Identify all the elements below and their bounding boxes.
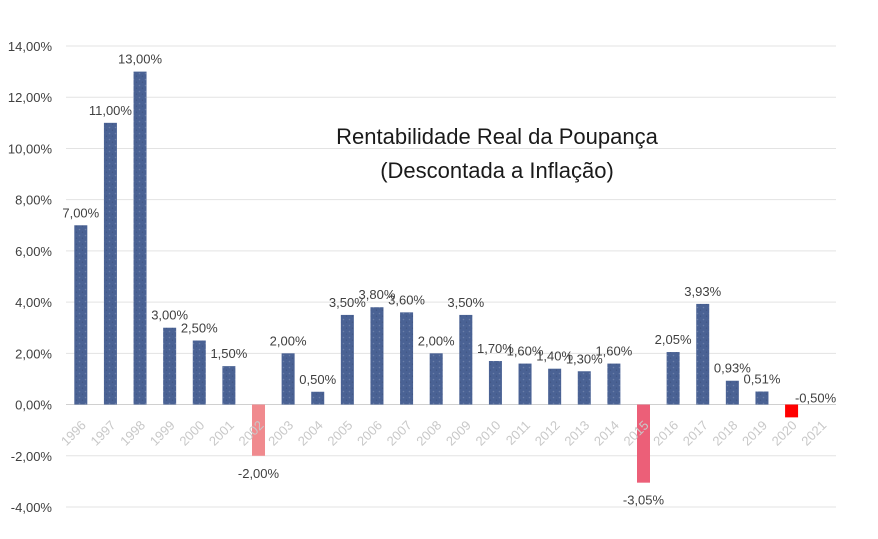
bar-2015: [637, 404, 650, 483]
y-tick-label: 14,00%: [8, 39, 53, 54]
y-tick-label: 10,00%: [8, 141, 53, 156]
bar-2002: [252, 404, 265, 456]
y-tick-label: 0,00%: [15, 398, 52, 413]
data-label-2013: 1,30%: [566, 351, 603, 366]
bar-texture-2011: [518, 363, 532, 405]
chart-title-line-2: (Descontada a Inflação): [380, 158, 614, 183]
chart-title-line-1: Rentabilidade Real da Poupança: [336, 124, 658, 149]
bar-texture-2017: [696, 303, 710, 405]
data-label-2016: 2,05%: [655, 332, 692, 347]
data-label-2014: 1,60%: [595, 344, 632, 359]
x-tick-label: 2004: [295, 418, 326, 449]
data-label-2001: 1,50%: [210, 346, 247, 361]
bar-texture-2004: [311, 391, 325, 405]
data-label-2003: 2,00%: [270, 333, 307, 348]
x-tick-label: 2021: [798, 418, 829, 449]
x-tick-label: 2020: [769, 418, 800, 449]
data-label-2009: 3,50%: [447, 295, 484, 310]
data-label-2004: 0,50%: [299, 372, 336, 387]
x-tick-label: 2010: [472, 418, 503, 449]
x-tick-label: 2017: [680, 418, 711, 449]
bar-texture-2007: [400, 312, 414, 405]
y-tick-label: -4,00%: [11, 500, 53, 515]
bars: [74, 71, 799, 483]
x-tick-label: 1998: [117, 418, 148, 449]
data-label-2006: 3,80%: [359, 287, 396, 302]
bar-texture-2008: [429, 353, 443, 405]
x-tick-label: 1996: [58, 418, 89, 449]
x-tick-label: 2009: [443, 418, 474, 449]
x-tick-label: 2018: [709, 418, 740, 449]
bar-texture-2000: [192, 340, 206, 405]
y-tick-label: -2,00%: [11, 449, 53, 464]
data-label-1999: 3,00%: [151, 308, 188, 323]
data-label-2002: -2,00%: [238, 466, 280, 481]
x-axis: 1996199719981999200020012002200320042005…: [58, 418, 829, 449]
bar-texture-2001: [222, 366, 236, 405]
x-tick-label: 2012: [532, 418, 563, 449]
x-tick-label: 1997: [87, 418, 118, 449]
y-tick-label: 2,00%: [15, 346, 52, 361]
bar-texture-2016: [666, 352, 680, 405]
bar-texture-2013: [577, 371, 591, 405]
bar-texture-2019: [755, 391, 769, 405]
bar-texture-2006: [370, 307, 384, 405]
data-label-2010: 1,70%: [477, 341, 514, 356]
x-tick-label: 2001: [206, 418, 237, 449]
y-tick-label: 12,00%: [8, 90, 53, 105]
bar-texture-2012: [548, 368, 562, 405]
data-label-2017: 3,93%: [684, 284, 721, 299]
bar-texture-2009: [459, 314, 473, 405]
data-label-2007: 3,60%: [388, 292, 425, 307]
bar-texture-2010: [488, 361, 502, 405]
x-tick-label: 2008: [413, 418, 444, 449]
bar-texture-1997: [103, 122, 117, 405]
x-tick-label: 2014: [591, 418, 622, 449]
data-label-2000: 2,50%: [181, 321, 218, 336]
x-tick-label: 2005: [324, 418, 355, 449]
bar-texture-1998: [133, 71, 147, 405]
x-tick-label: 2007: [384, 418, 415, 449]
y-tick-label: 4,00%: [15, 295, 52, 310]
bar-texture-1996: [74, 225, 88, 405]
x-tick-label: 2006: [354, 418, 385, 449]
data-label-2012: 1,40%: [536, 349, 573, 364]
bar-2020: [785, 404, 799, 418]
y-axis: -4,00% -2,00% 0,00% 2,00% 4,00% 6,00% 8,00% 10,…: [8, 39, 53, 515]
data-label-2020: -0,50%: [795, 391, 837, 406]
data-label-2005: 3,50%: [329, 295, 366, 310]
x-tick-label: 2000: [176, 418, 207, 449]
data-label-1996: 7,00%: [62, 205, 99, 220]
x-tick-label: 2003: [265, 418, 296, 449]
bar-texture-2003: [281, 353, 295, 405]
x-tick-label: 2016: [650, 418, 681, 449]
data-label-2018: 0,93%: [714, 361, 751, 376]
x-tick-label: 2011: [503, 418, 533, 448]
bar-texture-2005: [340, 314, 354, 405]
bar-texture-1999: [163, 327, 177, 405]
y-tick-label: 6,00%: [15, 244, 52, 259]
data-label-2015: -3,05%: [623, 493, 665, 508]
data-label-1998: 13,00%: [118, 52, 163, 67]
y-tick-label: 8,00%: [15, 193, 52, 208]
x-tick-label: 2013: [561, 418, 592, 449]
x-tick-label: 1999: [147, 418, 178, 449]
data-label-1997: 11,00%: [89, 103, 133, 118]
data-label-2011: 1,60%: [507, 344, 544, 359]
data-labels: 7,00% 11,00% 13,00% 3,00%2,50% 1,50% -2,00% 2,…: [62, 52, 836, 508]
bar-texture-2018: [725, 380, 739, 405]
bar-texture-2014: [607, 363, 621, 405]
data-label-2008: 2,00%: [418, 333, 455, 348]
data-label-2019: 0,51%: [744, 371, 781, 386]
x-tick-label: 2019: [739, 418, 770, 449]
